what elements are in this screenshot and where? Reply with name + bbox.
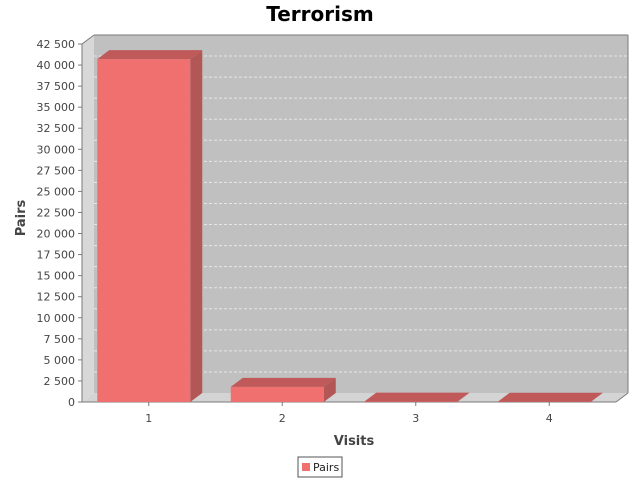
y-tick-label: 2 500 xyxy=(44,375,76,388)
bar-1 xyxy=(97,59,191,402)
bar-side-3 xyxy=(457,392,470,402)
y-tick-label: 32 500 xyxy=(37,122,76,135)
y-tick-label: 10 000 xyxy=(37,312,76,325)
y-tick-label: 20 000 xyxy=(37,228,76,241)
plot-floor xyxy=(82,393,628,402)
x-axis-label: Visits xyxy=(334,434,375,449)
bar-top-1 xyxy=(97,50,203,60)
bar-2 xyxy=(230,386,324,402)
y-tick-label: 22 500 xyxy=(37,206,76,219)
legend-box xyxy=(297,456,343,478)
y-tick-label: 30 000 xyxy=(37,143,76,156)
plot-area: 0 2 500 5 000 7 500 10 000 12 500 15 000 17 500… xyxy=(37,34,629,425)
floor-right-edge xyxy=(615,392,629,403)
y-tick-label: 7 500 xyxy=(44,333,76,346)
x-tick-label: 2 xyxy=(279,412,286,425)
y-tick-label: 15 000 xyxy=(37,270,76,283)
bar-side-2 xyxy=(323,377,336,402)
plot-left-wall xyxy=(82,35,94,402)
x-tick-label: 3 xyxy=(412,412,419,425)
axis-depth-top xyxy=(81,34,95,45)
y-tick-label: 5 000 xyxy=(44,354,76,367)
chart-title: Terrorism xyxy=(266,2,373,26)
x-tick-label: 1 xyxy=(145,412,152,425)
y-tick-label: 27 500 xyxy=(37,164,76,177)
bar-top-2 xyxy=(230,377,336,387)
bar-top-4 xyxy=(497,392,603,402)
legend-swatch xyxy=(302,463,310,471)
legend: Pairs xyxy=(297,456,343,478)
y-tick-label: 35 000 xyxy=(37,101,76,114)
y-tick-label: 42 500 xyxy=(37,38,76,51)
y-tick-label: 12 500 xyxy=(37,291,76,304)
y-tick-label: 37 500 xyxy=(37,80,76,93)
legend-entry-pairs: Pairs xyxy=(313,461,339,474)
y-tick-label: 17 500 xyxy=(37,249,76,262)
x-tick-label: 4 xyxy=(546,412,553,425)
bar-side-4 xyxy=(590,392,603,402)
y-tick-label: 0 xyxy=(68,396,75,409)
y-tick-label: 40 000 xyxy=(37,59,76,72)
y-tick-label: 25 000 xyxy=(37,185,76,198)
y-axis-label: Pairs xyxy=(14,199,29,236)
bar-top-3 xyxy=(364,392,470,402)
bar-side-1 xyxy=(190,50,203,402)
